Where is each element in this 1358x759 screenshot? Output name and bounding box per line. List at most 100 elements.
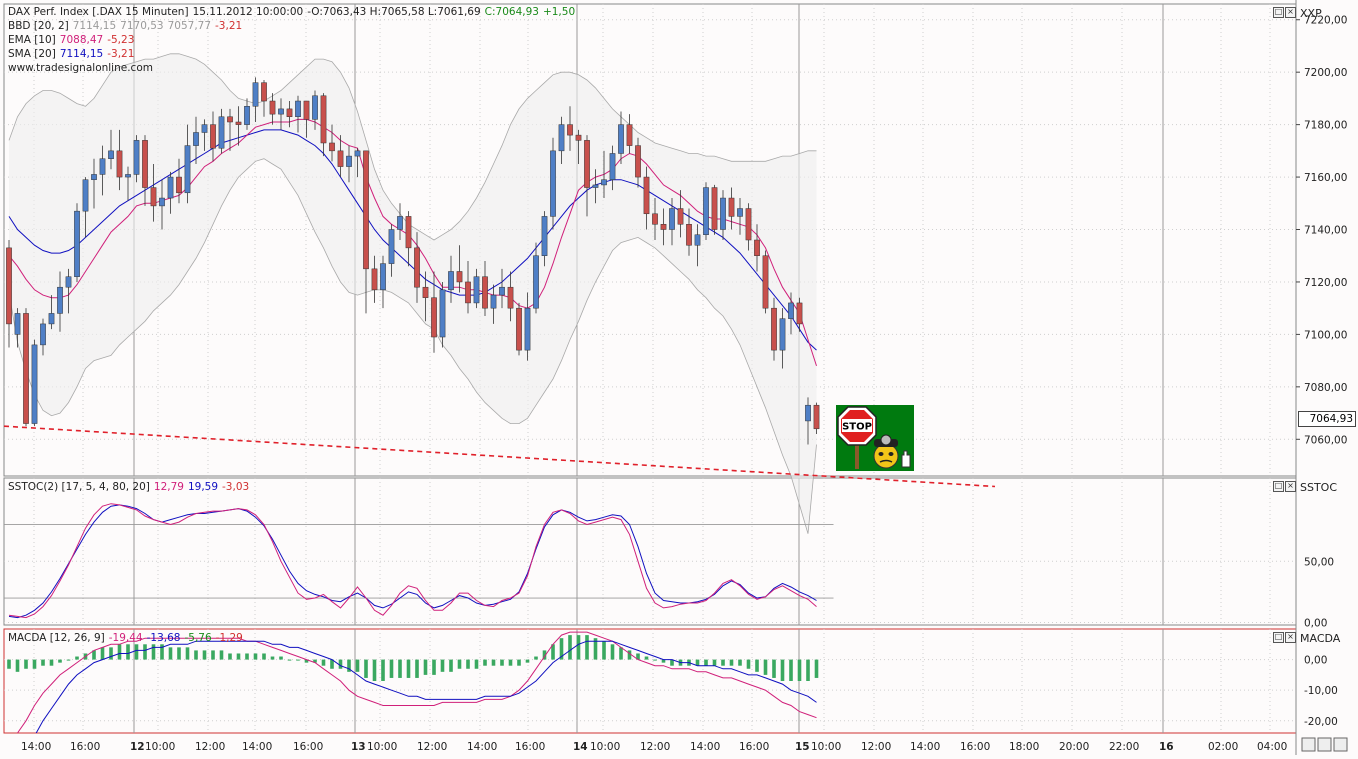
macd-histogram-bar xyxy=(194,650,198,660)
macd-histogram-bar xyxy=(644,656,649,660)
macd-histogram-bar xyxy=(534,656,538,660)
macd-histogram-bar xyxy=(296,659,300,661)
macd-histogram-bar xyxy=(41,659,45,666)
macd-close-button[interactable]: × xyxy=(1285,632,1296,643)
macd-histogram-bar xyxy=(177,647,181,660)
macd-histogram-bar xyxy=(389,659,394,678)
candle xyxy=(312,95,318,120)
candle xyxy=(626,124,633,146)
macd-histogram-bar xyxy=(559,638,564,660)
ema-legend[interactable]: EMA [10] 7088,47 -5,23 xyxy=(8,34,135,46)
candle xyxy=(40,323,46,346)
macd-histogram-bar xyxy=(636,653,640,660)
macd-histogram-bar xyxy=(661,659,666,663)
macd-histogram-bar xyxy=(602,641,606,660)
price-maximize-button[interactable]: □ xyxy=(1273,7,1284,18)
macd-histogram-bar xyxy=(100,647,105,660)
candle xyxy=(252,82,259,107)
x-tick-label: 16:00 xyxy=(739,741,769,753)
candle xyxy=(813,404,820,430)
macd-histogram-bar xyxy=(406,659,411,678)
macd-histogram-bar xyxy=(66,659,71,661)
candle xyxy=(584,140,590,188)
x-tick-label: 14:00 xyxy=(242,741,272,753)
macd-histogram-bar xyxy=(211,650,215,660)
macd-histogram-bar xyxy=(160,644,164,660)
zoom-control-button xyxy=(1333,737,1348,752)
macd-histogram-bar xyxy=(610,644,615,660)
macd-histogram-bar xyxy=(466,659,470,669)
bbd-legend[interactable]: BBD [20, 2] 7114,15 7170,53 7057,77 -3,21 xyxy=(8,20,243,32)
macd-histogram-bar xyxy=(279,656,283,660)
macd-histogram-bar xyxy=(721,659,725,666)
candle xyxy=(244,106,250,125)
sstoc-maximize-button[interactable]: □ xyxy=(1273,481,1284,492)
price-close-button[interactable]: × xyxy=(1285,7,1296,18)
candle xyxy=(133,140,140,175)
candle xyxy=(745,208,752,241)
macd-histogram-bar xyxy=(551,644,555,660)
x-tick-label: 14 xyxy=(573,741,588,753)
macd-histogram-bar xyxy=(415,659,419,678)
candle xyxy=(711,187,718,230)
candle xyxy=(354,150,361,157)
macd-legend[interactable]: MACDA [12, 26, 9] -19,44 -13,68 -5,76 -1,29 xyxy=(8,632,243,644)
candle xyxy=(601,179,607,186)
candle xyxy=(167,176,174,199)
macd-histogram-bar xyxy=(738,659,742,666)
sstoc-signal-line xyxy=(8,503,817,619)
price-tick-label: 7220,00 xyxy=(1304,15,1347,27)
price-tick-label: 7160,00 xyxy=(1304,172,1347,184)
sstoc-tick-label: 50,00 xyxy=(1304,556,1334,568)
candle xyxy=(48,313,55,325)
candle xyxy=(57,286,63,314)
candle xyxy=(261,82,267,102)
x-tick-label: 16:00 xyxy=(960,741,990,753)
macd-axis-name: MACDA xyxy=(1300,632,1341,645)
stop-sign-icon: STOP xyxy=(836,405,914,471)
macd-histogram-bar xyxy=(58,659,62,663)
x-tick-label: 16:00 xyxy=(515,741,545,753)
macd-histogram-bar xyxy=(729,659,734,666)
macd-line xyxy=(16,631,817,733)
macd-histogram-bar xyxy=(423,659,428,675)
x-tick-label: 16:00 xyxy=(70,741,100,753)
candle xyxy=(159,197,165,207)
change-readout: +1,50 xyxy=(542,6,576,18)
candle xyxy=(609,153,616,180)
macd-tick-label: -10,00 xyxy=(1304,685,1338,697)
macd-histogram-bar xyxy=(109,647,113,660)
candle xyxy=(703,187,709,236)
price-tick-label: 7100,00 xyxy=(1304,329,1347,341)
sstoc-close-button[interactable]: × xyxy=(1285,481,1296,492)
x-tick-label: 12:00 xyxy=(417,741,447,753)
x-tick-label: 12:00 xyxy=(195,741,225,753)
candle xyxy=(720,197,726,230)
candle xyxy=(805,404,811,422)
candle xyxy=(788,302,794,319)
candle xyxy=(303,100,310,120)
sma-legend[interactable]: SMA [20] 7114,15 -3,21 xyxy=(8,48,135,60)
candle xyxy=(677,208,684,225)
macd-histogram-bar xyxy=(627,650,632,660)
x-tick-label: 14:00 xyxy=(690,741,720,753)
candle xyxy=(737,208,743,217)
price-tick-label: 7120,00 xyxy=(1304,277,1347,289)
macd-histogram-bar xyxy=(619,647,623,660)
candle xyxy=(31,344,38,424)
candle xyxy=(380,263,386,291)
candle xyxy=(227,116,233,123)
candle xyxy=(660,224,667,230)
macd-histogram-bar xyxy=(483,659,487,666)
macd-maximize-button[interactable]: □ xyxy=(1273,632,1284,643)
candle xyxy=(363,150,369,270)
sstoc-legend[interactable]: SSTOC(2) [17, 5, 4, 80, 20] 12,79 19,59 -3,… xyxy=(8,481,250,493)
x-tick-label: 12 xyxy=(130,741,145,753)
macd-histogram-bar xyxy=(457,659,462,669)
macd-histogram-bar xyxy=(338,659,343,669)
zoom-controls[interactable] xyxy=(1301,737,1348,752)
x-tick-label: 18:00 xyxy=(1009,741,1039,753)
candle xyxy=(762,255,769,309)
zoom-control-button xyxy=(1317,737,1332,752)
